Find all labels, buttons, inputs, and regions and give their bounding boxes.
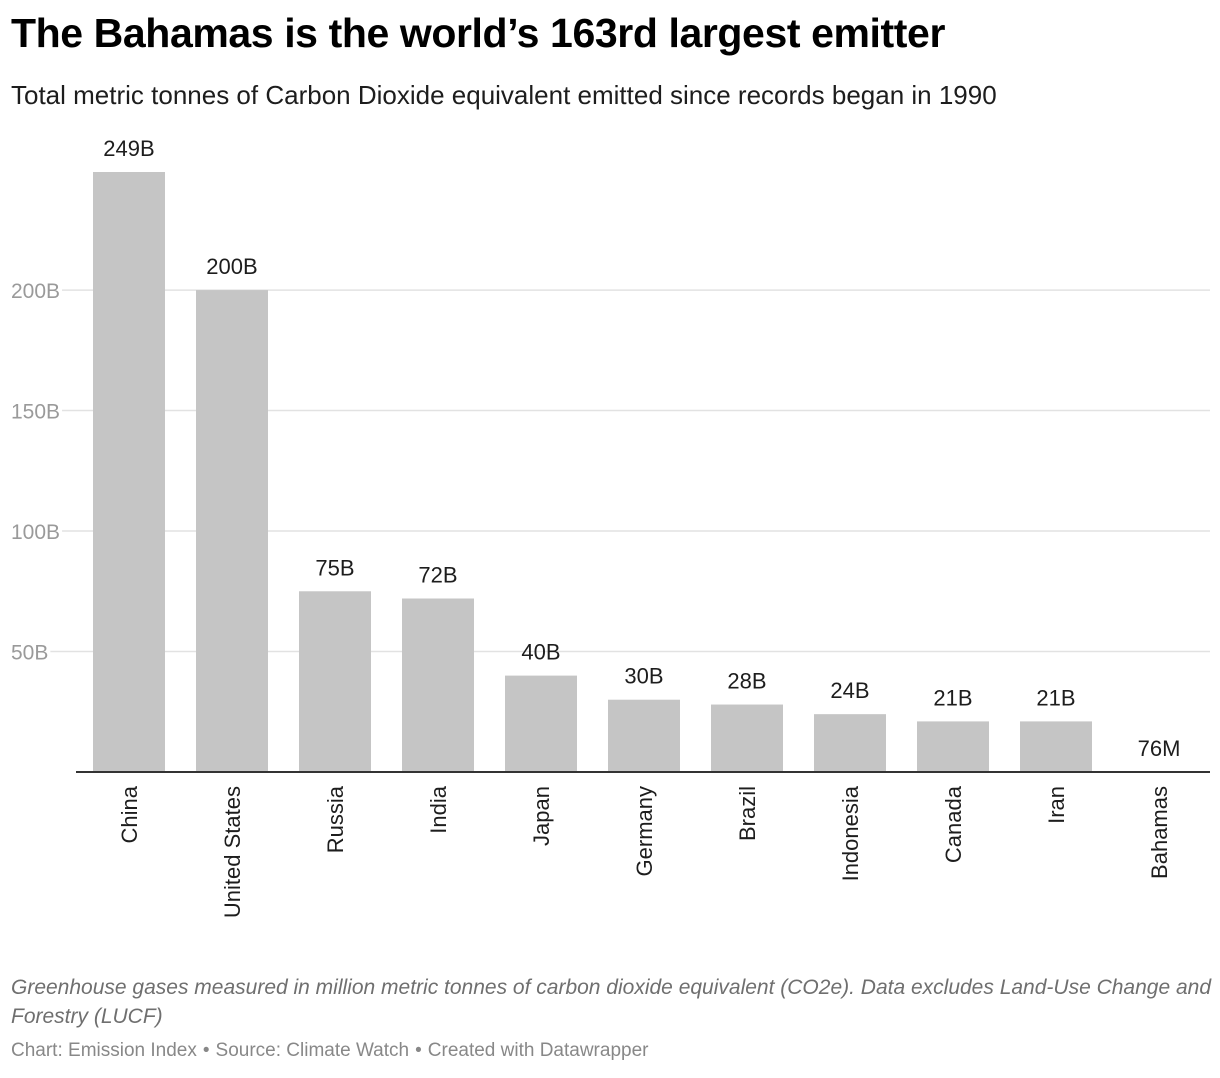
bars [93,172,1195,772]
y-tick-label-background [9,521,63,545]
y-tick-label-background [9,280,63,304]
value-label: 21B [933,685,972,710]
chart-byline: Chart: Emission Index • Source: Climate Wa… [11,1040,648,1062]
bar-japan[interactable] [505,675,577,772]
category-label: Iran [1044,786,1069,824]
gridlines [10,289,1210,653]
category-label: Brazil [735,786,760,841]
category-label: Canada [941,785,966,863]
chart-notes: Greenhouse gases measured in million met… [11,976,1212,1028]
category-label: Russia [323,785,348,853]
y-tick-label: 200B [11,280,60,303]
value-label: 24B [830,678,869,703]
bar-canada[interactable] [917,721,989,772]
chart-title: The Bahamas is the world’s 163rd largest… [11,10,946,56]
bar-brazil[interactable] [711,704,783,772]
chart-subtitle: Total metric tonnes of Carbon Dioxide eq… [11,80,997,110]
bar-germany[interactable] [608,699,680,772]
y-tick-label: 50B [11,642,48,665]
x-axis-category-labels: China United States Russia India Japan German… [117,785,1172,918]
category-label: Bahamas [1147,786,1172,879]
y-tick-label: 100B [11,521,60,544]
bar-russia[interactable] [299,591,371,772]
y-tick-label-background [9,641,51,665]
value-label: 72B [418,563,457,588]
bar-china[interactable] [93,172,165,772]
category-label: China [117,785,142,843]
datawrapper-link[interactable]: Created with Datawrapper [427,1040,649,1061]
value-label: 30B [624,664,663,689]
category-label: India [426,785,451,833]
value-labels: 249B 200B 75B 72B 40B 30B 28B 24B 21B 21B 76M [103,136,1180,761]
bar-indonesia[interactable] [814,714,886,772]
value-label: 40B [521,640,560,665]
byline-separator: • [202,1040,210,1061]
value-label: 249B [103,136,154,161]
category-label: Japan [529,786,554,846]
bar-iran[interactable] [1020,721,1092,772]
source-link[interactable]: Source: Climate Watch [215,1040,410,1061]
bar-india[interactable] [402,598,474,772]
y-tick-label: 150B [11,401,60,424]
y-tick-label-background [9,400,63,424]
credit-link[interactable]: Chart: Emission Index [11,1040,197,1061]
y-axis-tick-labels: 50B 100B 150B 200B [9,280,63,665]
value-label: 21B [1036,685,1075,710]
category-label: United States [220,786,245,918]
value-label: 28B [727,669,766,694]
bar-united-states[interactable] [196,290,268,772]
value-label: 76M [1138,736,1181,761]
category-label: Germany [632,786,657,876]
byline-separator: • [415,1040,422,1061]
value-label: 75B [315,555,354,580]
category-label: Indonesia [838,785,863,881]
value-label: 200B [206,254,257,279]
